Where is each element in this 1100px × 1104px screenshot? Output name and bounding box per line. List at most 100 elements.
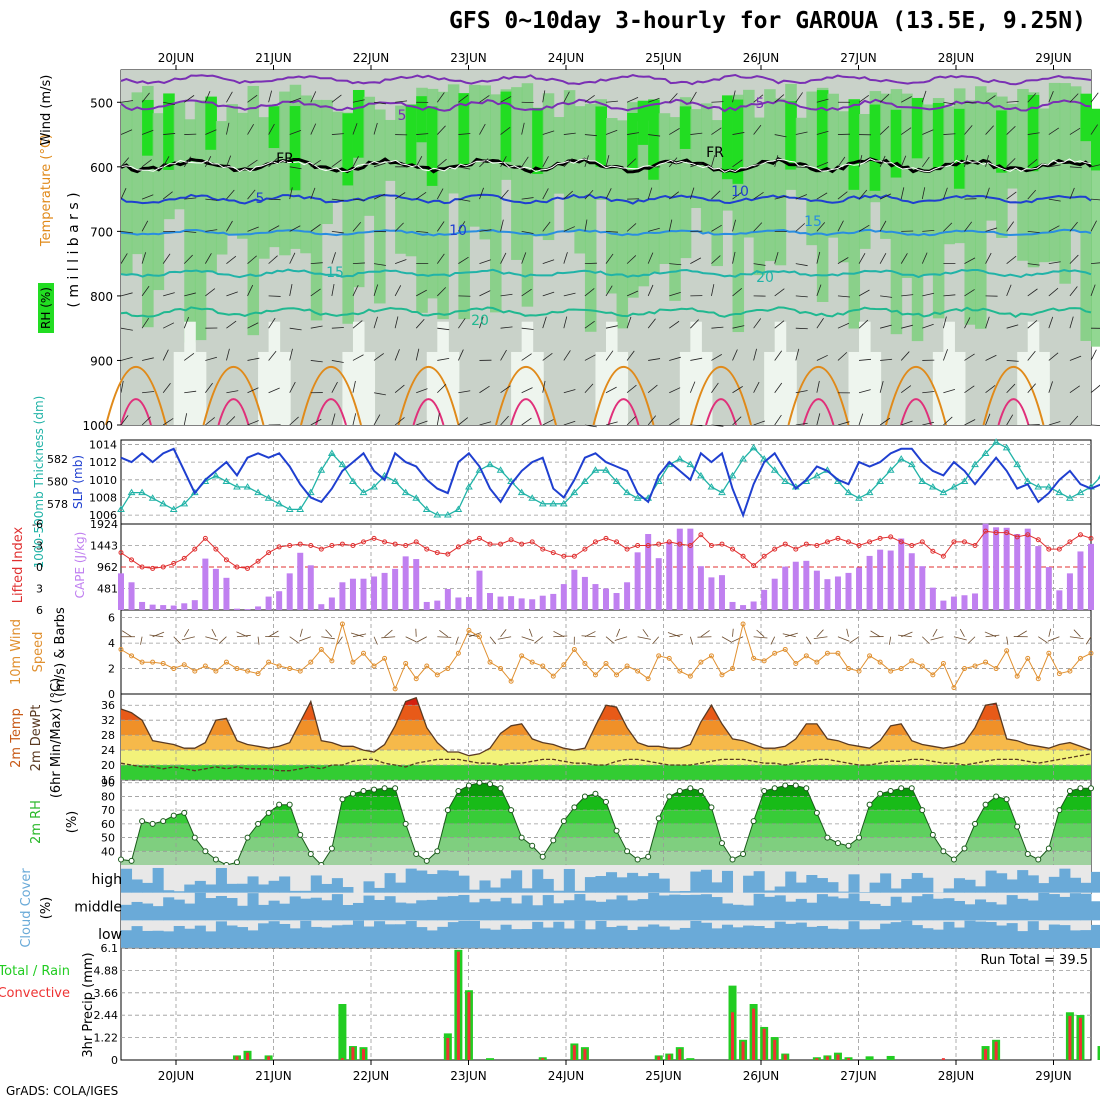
cloud-cover-cell	[332, 925, 343, 948]
rh-moist-band	[121, 102, 133, 274]
precip-convective-bar	[467, 992, 470, 1060]
cape-bar	[772, 579, 778, 610]
rh-moist-band	[258, 117, 270, 259]
cloud-cover-cell	[132, 926, 143, 948]
cloud-cover-cell	[121, 930, 132, 948]
cape-bar	[434, 601, 440, 610]
cloud-cover-cell	[184, 885, 195, 893]
rh2m-marker	[994, 794, 999, 799]
precip-convective-bar	[784, 1054, 787, 1060]
cloud-cover-cell	[279, 904, 290, 921]
cloud-cover-cell	[627, 873, 638, 893]
precip-convective-bar	[446, 1038, 449, 1060]
cloud-cover-cell	[216, 868, 227, 893]
cape-bar	[656, 558, 662, 610]
rh2m-marker	[772, 786, 777, 791]
rh-saturated-band	[416, 96, 428, 142]
rh-dry-column	[353, 322, 365, 425]
cape-bar	[592, 584, 598, 610]
rh-dry-column	[775, 322, 787, 425]
precip-convective-bar	[847, 1058, 850, 1060]
cape-bar	[476, 571, 482, 610]
date-label-bottom: 21JUN	[255, 1069, 292, 1083]
cape-bar	[118, 573, 124, 610]
cape-bar	[498, 597, 504, 610]
cape-bar	[1088, 544, 1094, 610]
precip-convective-bar	[836, 1054, 839, 1060]
cloud-cover-cell	[870, 883, 881, 893]
rh2m-marker	[951, 857, 956, 862]
cloud-cover-cell	[754, 871, 765, 892]
cloud-cover-cell	[617, 926, 628, 948]
cloud-cover-cell	[964, 880, 975, 893]
cape-tick-label: 481	[97, 583, 118, 596]
cape-bar	[361, 579, 367, 610]
precip-convective-bar	[742, 1042, 745, 1060]
rh2m-marker	[677, 788, 682, 793]
cloud-cover-cell	[1059, 869, 1070, 893]
cape-bar	[266, 597, 272, 610]
grads-credit: GrADS: COLA/IGES	[6, 1084, 118, 1098]
cloud-cover-cell	[385, 873, 396, 893]
date-label-top: 22JUN	[353, 51, 390, 65]
date-label-top: 20JUN	[158, 51, 195, 65]
precip-tick-label: 1.22	[94, 1032, 119, 1045]
contour-label: 10	[731, 184, 749, 200]
cloud-cover-cell	[648, 873, 659, 893]
cloud-cover-cell	[922, 878, 933, 893]
rh2m-marker	[614, 828, 619, 833]
cloud-cover-cell	[564, 900, 575, 920]
cloud-cover-cell	[627, 900, 638, 920]
rh-moist-band	[606, 118, 618, 293]
rh-axis-label: RH (%)	[39, 287, 53, 329]
cape-bar	[719, 575, 725, 610]
cloud-cover-cell	[1017, 899, 1028, 921]
panel-wind-frame	[121, 610, 1091, 694]
cloud-cover-cell	[311, 927, 322, 948]
precip-total-bar	[486, 1058, 494, 1060]
rh2m-marker	[582, 794, 587, 799]
cape-bar	[466, 597, 472, 610]
precip-convective-bar	[815, 1058, 818, 1060]
rh-moist-band	[796, 118, 808, 198]
cape-bar	[202, 559, 208, 610]
cloud-cover-cell	[142, 904, 153, 921]
cape-bar	[508, 596, 514, 610]
cloud-cover-cell	[501, 898, 512, 921]
cape-bar	[698, 566, 704, 610]
contour-label: 5	[398, 108, 407, 124]
rh-dry-column	[954, 352, 966, 425]
cloud-cover-cell	[680, 895, 691, 920]
cape-bar	[677, 529, 683, 610]
rh2m-marker	[751, 819, 756, 824]
rh-moist-band	[943, 107, 955, 245]
rh-moist-band	[237, 113, 249, 239]
date-label-bottom: 27JUN	[840, 1069, 877, 1083]
cloud-cover-cell	[964, 921, 975, 948]
cloud-cover-cell	[585, 877, 596, 893]
cloud-cover-cell	[1038, 893, 1049, 920]
rh-dry-column	[943, 322, 955, 425]
rh2m-marker	[730, 857, 735, 862]
rh2m-marker	[835, 841, 840, 846]
cape-bar	[1014, 534, 1020, 610]
rh2m-marker	[719, 841, 724, 846]
rh-saturated-band	[406, 105, 418, 166]
cape-bar	[909, 553, 915, 610]
cloud-cover-cell	[416, 900, 427, 920]
precip-label-2: Convective	[0, 986, 70, 1001]
rh-dry-column	[764, 352, 776, 425]
cloud-cover-cell	[754, 926, 765, 948]
cloud-cover-cell	[142, 931, 153, 948]
cloud-cover-cell	[827, 929, 838, 948]
cloud-cover-cell	[659, 879, 670, 893]
cloud-cover-cell	[142, 883, 153, 893]
rh2m-marker	[150, 821, 155, 826]
cloud-cover-cell	[290, 891, 301, 893]
contour-label: FR	[706, 145, 724, 161]
panel-slp-frame	[121, 440, 1091, 524]
cloud-cover-cell	[659, 926, 670, 948]
cloud-cover-cell	[796, 923, 807, 948]
cloud-cover-cell	[806, 903, 817, 921]
cloud-cover-cell	[174, 926, 185, 948]
